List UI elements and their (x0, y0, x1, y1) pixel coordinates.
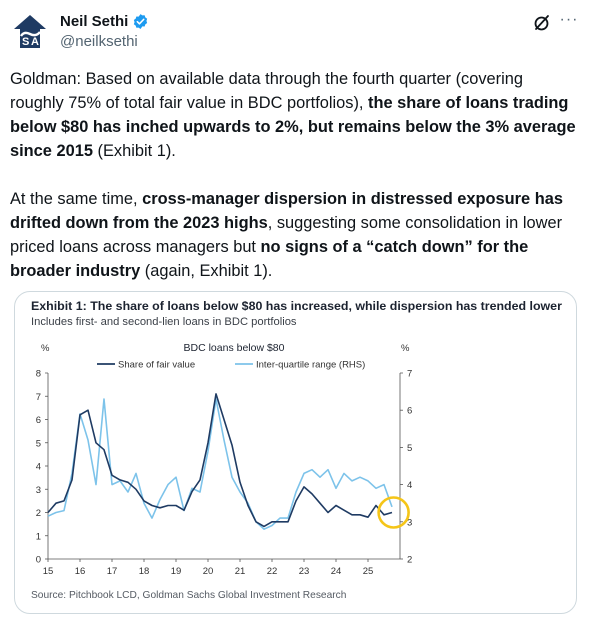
tweet-paragraph-2: At the same time, cross-manager dispersi… (10, 190, 563, 280)
left-y-tick-label: 6 (36, 415, 41, 426)
right-axis-unit: % (401, 343, 410, 354)
highlight-ring (377, 496, 410, 529)
x-tick-label: 20 (203, 566, 214, 577)
display-name[interactable]: Neil Sethi (60, 13, 129, 30)
x-tick-label: 15 (43, 566, 54, 577)
right-y-tick-label: 6 (407, 406, 412, 417)
tweet-header: S A Neil Sethi @neilksethi ··· (10, 8, 579, 56)
exhibit-source: Source: Pitchbook LCD, Goldman Sachs Glo… (31, 590, 347, 601)
chart-title: BDC loans below $80 (184, 342, 285, 354)
x-tick-label: 24 (331, 566, 342, 577)
x-tick-label: 16 (75, 566, 86, 577)
x-tick-label: 18 (139, 566, 150, 577)
chart-lines (47, 393, 393, 530)
right-y-tick-label: 4 (407, 480, 412, 491)
svg-text:A: A (31, 36, 39, 48)
legend-label: Inter-quartile range (RHS) (256, 360, 365, 371)
x-tick-label: 25 (363, 566, 374, 577)
chart-legend: Share of fair value Inter-quartile range … (97, 360, 365, 371)
right-y-tick-label: 7 (407, 369, 412, 380)
avatar[interactable]: S A (10, 12, 50, 52)
left-y-tick-label: 4 (36, 462, 41, 473)
tweet-paragraph-1: Goldman: Based on available data through… (10, 70, 576, 160)
highlight-circle (377, 496, 410, 529)
exhibit-subtitle: Includes first- and second-lien loans in… (31, 316, 297, 328)
exhibit-image-card[interactable]: Exhibit 1: The share of loans below $80 … (14, 291, 577, 614)
grok-icon[interactable] (532, 13, 552, 33)
verified-badge-icon (134, 14, 148, 29)
left-axis-unit: % (41, 343, 50, 354)
x-tick-label: 19 (171, 566, 182, 577)
left-y-tick-label: 7 (36, 392, 41, 403)
right-y-tick-label: 2 (407, 555, 412, 566)
left-y-tick-label: 2 (36, 508, 41, 519)
bdc-loans-chart: BDC loans below $80 % % Share of fair va… (36, 342, 413, 578)
svg-text:S: S (22, 36, 29, 48)
left-y-tick-label: 8 (36, 369, 41, 380)
x-tick-label: 21 (235, 566, 246, 577)
x-tick-label: 22 (267, 566, 278, 577)
handle[interactable]: @neilksethi (60, 33, 138, 50)
series-line-share-of-fair-value (47, 393, 393, 528)
right-y-tick-label: 5 (407, 443, 412, 454)
x-tick-label: 17 (107, 566, 118, 577)
left-y-tick-label: 3 (36, 485, 41, 496)
legend-label: Share of fair value (118, 360, 195, 371)
exhibit-title: Exhibit 1: The share of loans below $80 … (31, 299, 562, 313)
left-y-tick-label: 0 (36, 555, 41, 566)
x-tick-label: 23 (299, 566, 310, 577)
series-line-interquartile-range (47, 398, 393, 530)
sa-logo-icon: S A (10, 12, 50, 52)
more-options-icon[interactable]: ··· (559, 11, 579, 28)
tweet-text: Goldman: Based on available data through… (10, 67, 576, 283)
left-y-tick-label: 5 (36, 438, 41, 449)
left-y-tick-label: 1 (36, 531, 41, 542)
right-y-tick-label: 3 (407, 517, 412, 528)
